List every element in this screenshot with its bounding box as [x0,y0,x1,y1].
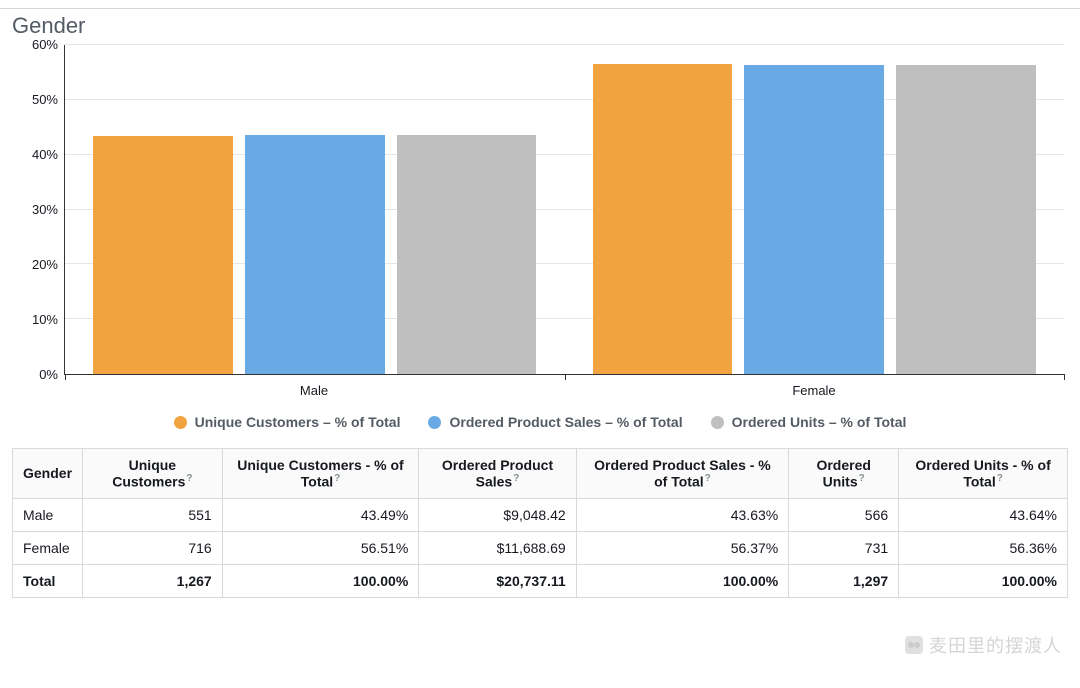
table-cell: 43.49% [222,498,419,531]
bar [397,135,537,374]
legend-label: Ordered Units – % of Total [732,414,907,430]
legend-item: Ordered Units – % of Total [711,414,907,430]
table-header-cell: Unique Customers? [83,449,223,499]
table-header-cell: Unique Customers - % of Total? [222,449,419,499]
table-header-cell: Ordered Product Sales? [419,449,576,499]
legend-item: Ordered Product Sales – % of Total [428,414,682,430]
page-title: Gender [0,9,1080,39]
table-cell: 731 [789,531,899,564]
table-cell: 100.00% [899,564,1068,597]
table-cell: 566 [789,498,899,531]
table-cell: 43.64% [899,498,1068,531]
bar [744,65,884,374]
table-row: Male55143.49%$9,048.4243.63%56643.64% [13,498,1068,531]
table-body: Male55143.49%$9,048.4243.63%56643.64%Fem… [13,498,1068,597]
gender-data-table: GenderUnique Customers?Unique Customers … [12,448,1068,598]
table-total-row: Total1,267100.00%$20,737.11100.00%1,2971… [13,564,1068,597]
chart-legend: Unique Customers – % of Total Ordered Pro… [16,402,1064,448]
table-cell: 100.00% [222,564,419,597]
table-header-cell: Ordered Units? [789,449,899,499]
bar [593,64,733,374]
table-row: Female71656.51%$11,688.6956.37%73156.36% [13,531,1068,564]
table-cell: 100.00% [576,564,789,597]
y-axis: 60%50%40%30%20%10%0% [16,45,64,375]
watermark: 麦田里的摆渡人 [905,632,1062,658]
legend-swatch [428,416,441,429]
table-cell: 716 [83,531,223,564]
table-header-cell: Ordered Product Sales - % of Total? [576,449,789,499]
chart-plot-area [64,45,1064,375]
table-header-cell: Gender [13,449,83,499]
legend-item: Unique Customers – % of Total [174,414,401,430]
legend-swatch [174,416,187,429]
bar-group [565,45,1065,374]
table-header-cell: Ordered Units - % of Total? [899,449,1068,499]
table-cell: $11,688.69 [419,531,576,564]
table-cell: 56.36% [899,531,1068,564]
bar [896,65,1036,374]
table-cell: $20,737.11 [419,564,576,597]
bar [93,136,233,374]
bar [245,135,385,374]
table-cell: 56.37% [576,531,789,564]
table-cell: 43.63% [576,498,789,531]
bar-groups [65,45,1064,374]
table-cell: 1,267 [83,564,223,597]
legend-label: Ordered Product Sales – % of Total [449,414,682,430]
table-cell: 551 [83,498,223,531]
table-cell: $9,048.42 [419,498,576,531]
gender-chart: 60%50%40%30%20%10%0% MaleFemale Unique C… [0,39,1080,448]
table-cell: Total [13,564,83,597]
table-header-row: GenderUnique Customers?Unique Customers … [13,449,1068,499]
table-cell: Male [13,498,83,531]
legend-swatch [711,416,724,429]
wechat-icon [905,636,923,654]
table-cell: 1,297 [789,564,899,597]
x-axis-label: Male [64,375,564,402]
bar-group [65,45,565,374]
table-cell: 56.51% [222,531,419,564]
x-axis-label: Female [564,375,1064,402]
watermark-text: 麦田里的摆渡人 [929,632,1062,658]
table-cell: Female [13,531,83,564]
legend-label: Unique Customers – % of Total [195,414,401,430]
